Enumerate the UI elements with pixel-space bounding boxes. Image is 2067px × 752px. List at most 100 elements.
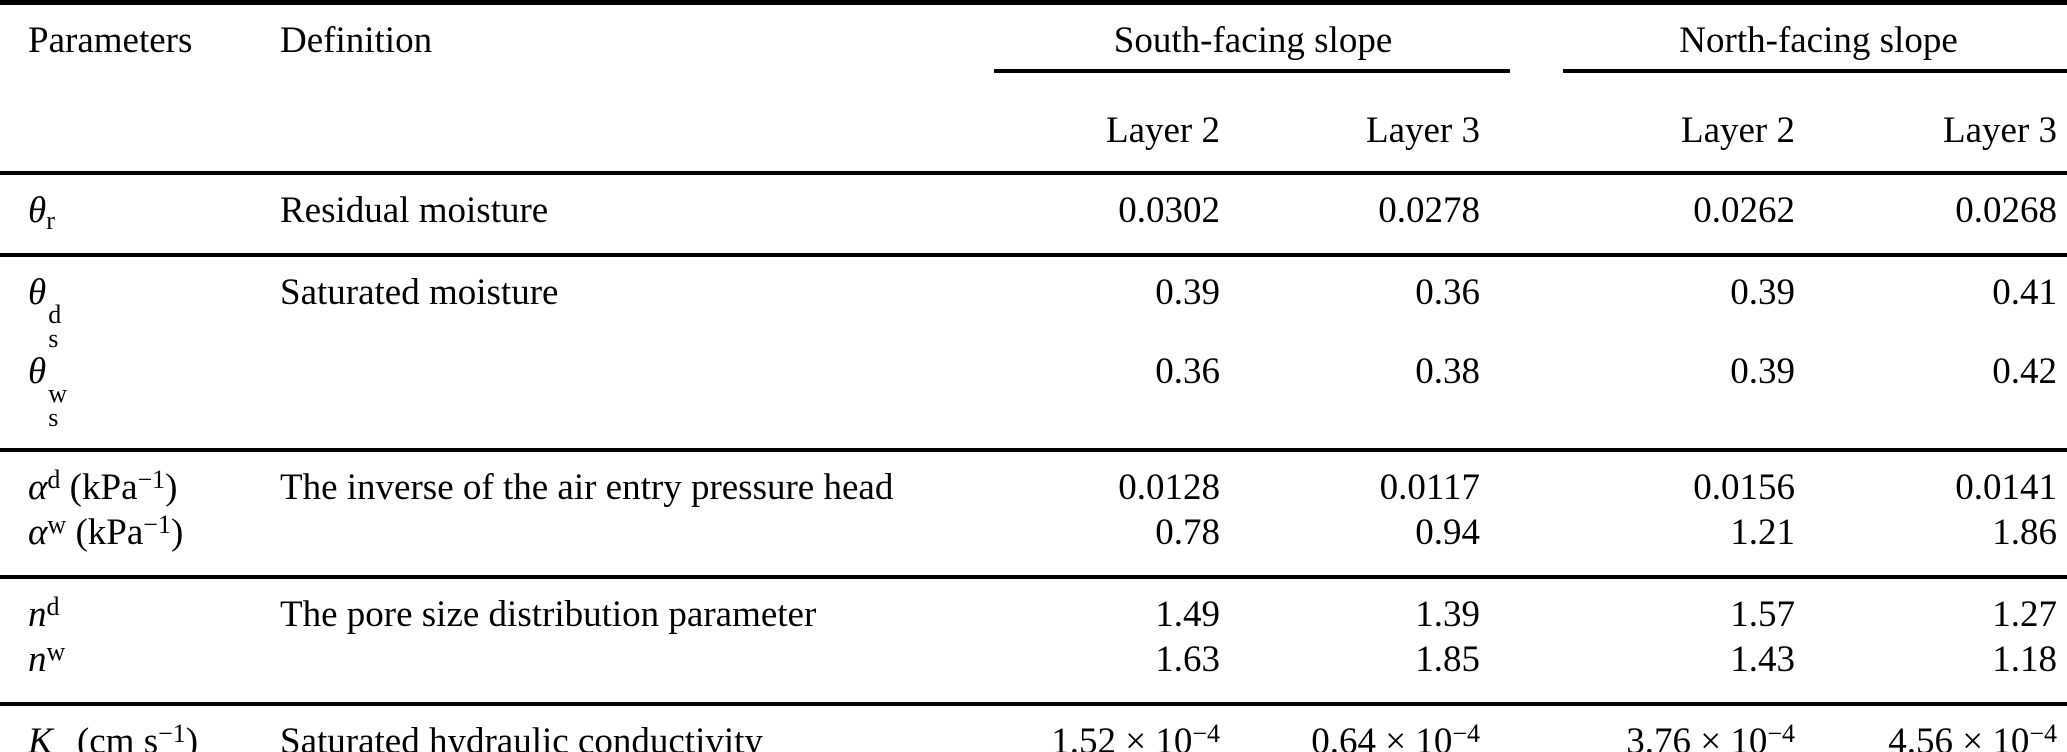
value-cell: 1.21 [1730, 512, 1796, 553]
table-row: θ w s 0.36 0.38 0.39 0.42 [0, 349, 2067, 450]
south-group-header-rule [994, 69, 1510, 73]
symbol-base: θ [28, 351, 47, 392]
symbol-unit: (cm s−1) [76, 719, 199, 752]
value-cell: 0.39 [1155, 272, 1220, 313]
table-row: θr Residual moisture 0.0302 0.0278 0.0262 0.0… [0, 173, 2067, 255]
col-header-definition: Definition [280, 20, 433, 61]
symbol-unit: (kPa−1) [75, 510, 184, 553]
unit-exponent: −1 [137, 465, 166, 495]
value-cell: 0.38 [1415, 351, 1481, 392]
param-symbol-cell: nd [0, 577, 280, 637]
value-cell: 0.42 [1992, 351, 2058, 392]
value-cell: 4.56 × 10−4 [1888, 719, 2058, 752]
value-cell: 0.0141 [1955, 467, 2058, 508]
value-cell: 1.27 [1992, 594, 2058, 635]
col-header-south-layer2: Layer 2 [1105, 110, 1220, 151]
symbol-superscript: w [48, 379, 67, 408]
table-row: θ d s Saturated moisture 0.39 0.36 0.39 0.41 [0, 255, 2067, 353]
symbol-base: α [28, 512, 48, 553]
definition-cell: Saturated moisture [280, 272, 559, 313]
north-group-header-rule [1563, 69, 2067, 73]
param-symbol-cell: θr [0, 173, 280, 255]
param-symbol-cell: Kds (cm s−1) [0, 704, 280, 752]
header-row-groups: Parameters Definition South-facing slope… [0, 3, 2067, 95]
symbol-base: n [28, 594, 47, 635]
value-cell: 1.86 [1992, 512, 2058, 553]
value-cell: 0.0262 [1693, 190, 1796, 231]
value-exponent: −4 [1192, 719, 1220, 749]
symbol-subscript: s [48, 403, 59, 432]
table-row: nd The pore size distribution parameter 1.… [0, 577, 2067, 637]
value-cell: 0.0156 [1693, 467, 1796, 508]
symbol-base: K [28, 721, 53, 752]
value-cell: 0.64 × 10−4 [1311, 719, 1481, 752]
symbol-superscript: w [46, 637, 66, 667]
value-cell: 1.39 [1415, 594, 1481, 635]
value-exponent: −4 [2029, 719, 2058, 749]
value-cell: 0.94 [1415, 512, 1481, 553]
symbol-subscript: r [46, 205, 55, 235]
col-header-north-layer2: Layer 2 [1680, 110, 1796, 151]
symbol-subscript: s [48, 324, 59, 353]
param-symbol-cell: nw [0, 637, 280, 704]
table-row: nw 1.63 1.85 1.43 1.18 [0, 637, 2067, 704]
value-cell: 0.36 [1415, 272, 1481, 313]
value-cell: 1.85 [1415, 639, 1481, 680]
value-cell: 0.39 [1730, 351, 1796, 392]
header-spacer [280, 94, 980, 173]
table-row: αw (kPa−1) 0.78 0.94 1.21 1.86 [0, 510, 2067, 577]
value-cell: 0.0302 [1118, 190, 1220, 231]
parameter-group: αd (kPa−1) The inverse of the air entry p… [0, 450, 2067, 577]
col-header-parameters: Parameters [28, 20, 193, 61]
value-cell: 3.76 × 10−4 [1626, 719, 1796, 752]
symbol-superscript: d [46, 592, 60, 622]
value-cell: 0.0268 [1955, 190, 2058, 231]
value-exponent: −4 [1767, 719, 1796, 749]
header-spacer [0, 94, 280, 173]
value-cell: 0.36 [1155, 351, 1220, 392]
unit-exponent: −1 [143, 510, 171, 540]
symbol-unit: (kPa−1) [69, 465, 178, 508]
parameter-group: θ d s Saturated moisture 0.39 0.36 0.39 0.41 θ w s… [0, 255, 2067, 450]
value-cell: 1.49 [1155, 594, 1220, 635]
col-header-north-layer3: Layer 3 [1943, 110, 2058, 151]
header-row-layers: Layer 2 Layer 3 Layer 2 Layer 3 [0, 94, 2067, 173]
group-header-south-facing-slope: South-facing slope [1113, 20, 1393, 61]
definition-cell: Residual moisture [280, 190, 549, 231]
parameter-group: Kds (cm s−1)Saturated hydraulic conducti… [0, 704, 2067, 752]
symbol-superscript: d [48, 300, 62, 329]
symbol-base: θ [28, 272, 47, 313]
value-cell: 1.57 [1730, 594, 1796, 635]
table-row: αd (kPa−1) The inverse of the air entry p… [0, 450, 2067, 510]
symbol-superscript: w [47, 510, 67, 540]
definition-cell: The inverse of the air entry pressure he… [280, 467, 894, 508]
parameter-group: nd The pore size distribution parameter 1.… [0, 577, 2067, 704]
symbol-base: α [28, 467, 48, 508]
value-cell: 0.0128 [1118, 467, 1220, 508]
symbol-base: n [28, 639, 47, 680]
value-cell: 1.18 [1992, 639, 2058, 680]
param-symbol-cell: αw (kPa−1) [0, 510, 280, 577]
definition-cell [280, 637, 980, 704]
definition-cell [280, 510, 980, 577]
value-cell: 1.43 [1730, 639, 1796, 680]
symbol-superscript: d [47, 465, 61, 495]
value-cell: 0.39 [1730, 272, 1796, 313]
parameter-group: θr Residual moisture 0.0302 0.0278 0.0262 0.0… [0, 173, 2067, 255]
table-row: Kds (cm s−1)Saturated hydraulic conducti… [0, 704, 2067, 752]
value-cell: 1.63 [1155, 639, 1220, 680]
definition-cell: Saturated hydraulic conductivity [280, 721, 763, 752]
group-header-north-facing-slope: North-facing slope [1679, 20, 1958, 61]
table-header: Parameters Definition South-facing slope… [0, 3, 2067, 173]
value-cell: 0.78 [1155, 512, 1220, 553]
definition-cell [280, 349, 980, 450]
unit-exponent: −1 [158, 719, 186, 749]
value-cell: 0.41 [1992, 272, 2058, 313]
value-cell: 0.0117 [1379, 467, 1481, 508]
